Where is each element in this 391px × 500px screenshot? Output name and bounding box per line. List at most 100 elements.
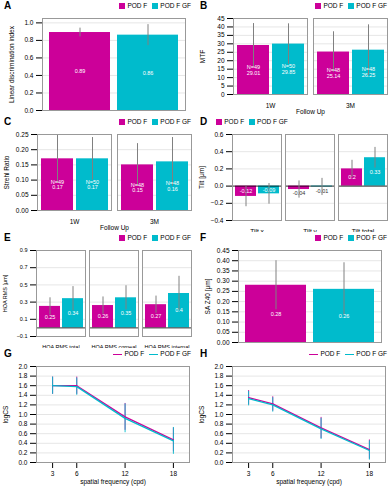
svg-text:0.35: 0.35 bbox=[121, 310, 132, 316]
svg-text:0.8: 0.8 bbox=[214, 420, 223, 427]
svg-text:1.4: 1.4 bbox=[214, 391, 223, 398]
svg-text:-0.09: -0.09 bbox=[263, 187, 276, 193]
svg-text:0.26: 0.26 bbox=[339, 313, 350, 319]
svg-text:0.00: 0.00 bbox=[217, 339, 230, 346]
svg-text:Follow Up: Follow Up bbox=[296, 108, 325, 116]
svg-text:0.1: 0.1 bbox=[20, 316, 28, 322]
svg-text:N=4825.14: N=4825.14 bbox=[327, 67, 341, 79]
svg-text:10: 10 bbox=[217, 74, 225, 81]
svg-text:45: 45 bbox=[217, 15, 225, 22]
svg-text:2.0: 2.0 bbox=[214, 363, 223, 370]
svg-text:N=480.15: N=480.15 bbox=[131, 182, 144, 194]
svg-text:18: 18 bbox=[366, 470, 374, 477]
svg-text:Tilt [μm]: Tilt [μm] bbox=[198, 166, 206, 189]
svg-text:0.2: 0.2 bbox=[214, 165, 223, 172]
svg-text:0.15: 0.15 bbox=[16, 161, 29, 168]
svg-text:0: 0 bbox=[221, 91, 225, 98]
svg-text:0.4: 0.4 bbox=[175, 307, 183, 313]
svg-text:1W: 1W bbox=[266, 102, 277, 109]
svg-text:15: 15 bbox=[217, 65, 225, 72]
svg-text:0.25: 0.25 bbox=[16, 131, 29, 138]
svg-text:0.45: 0.45 bbox=[217, 247, 230, 254]
svg-text:1.6: 1.6 bbox=[214, 382, 223, 389]
svg-text:0.26: 0.26 bbox=[98, 313, 109, 319]
svg-text:0.8: 0.8 bbox=[24, 36, 33, 43]
svg-text:30: 30 bbox=[217, 40, 225, 47]
svg-text:−0.1: −0.1 bbox=[17, 333, 28, 339]
svg-text:Tilt total: Tilt total bbox=[352, 228, 375, 232]
svg-text:0.00: 0.00 bbox=[16, 207, 29, 214]
svg-text:0.6: 0.6 bbox=[214, 430, 223, 437]
svg-text:0.9: 0.9 bbox=[20, 247, 28, 253]
svg-text:−0.4: −0.4 bbox=[211, 217, 224, 224]
svg-text:0.6: 0.6 bbox=[18, 430, 27, 437]
svg-text:N=5029.85: N=5029.85 bbox=[282, 63, 296, 75]
svg-text:N=500.17: N=500.17 bbox=[86, 179, 99, 191]
svg-text:1.0: 1.0 bbox=[18, 411, 27, 418]
svg-text:-0.12: -0.12 bbox=[240, 188, 253, 194]
svg-text:0.3: 0.3 bbox=[20, 299, 28, 305]
svg-text:20: 20 bbox=[217, 57, 225, 64]
svg-text:0.6: 0.6 bbox=[24, 54, 33, 61]
svg-text:3: 3 bbox=[247, 470, 251, 477]
svg-text:1.8: 1.8 bbox=[214, 372, 223, 379]
svg-text:N=480.16: N=480.16 bbox=[166, 180, 179, 192]
svg-text:0.2: 0.2 bbox=[348, 174, 356, 180]
svg-text:SA Z40 [μm]: SA Z40 [μm] bbox=[204, 278, 212, 314]
svg-text:0.2: 0.2 bbox=[214, 449, 223, 456]
svg-text:0.10: 0.10 bbox=[16, 176, 29, 183]
svg-text:40: 40 bbox=[217, 23, 225, 30]
svg-text:HOA RMS total: HOA RMS total bbox=[42, 344, 79, 348]
svg-text:0.15: 0.15 bbox=[217, 308, 230, 315]
svg-text:3M: 3M bbox=[346, 102, 355, 109]
svg-text:spatial frequency (cpd): spatial frequency (cpd) bbox=[80, 478, 146, 486]
svg-text:25: 25 bbox=[217, 48, 225, 55]
svg-text:12: 12 bbox=[317, 470, 325, 477]
svg-text:0.05: 0.05 bbox=[16, 191, 29, 198]
svg-text:0.10: 0.10 bbox=[217, 318, 230, 325]
svg-text:0.86: 0.86 bbox=[143, 70, 154, 76]
svg-text:0.28: 0.28 bbox=[271, 311, 282, 317]
svg-text:0.05: 0.05 bbox=[217, 328, 230, 335]
svg-text:spatial frequency (cpd): spatial frequency (cpd) bbox=[276, 478, 342, 486]
svg-text:-0.04: -0.04 bbox=[293, 190, 306, 196]
svg-text:1.0: 1.0 bbox=[24, 19, 33, 26]
svg-text:0.2: 0.2 bbox=[18, 449, 27, 456]
svg-text:Strehl Ratio: Strehl Ratio bbox=[3, 155, 10, 189]
svg-text:N=490.17: N=490.17 bbox=[51, 179, 64, 191]
svg-text:logCS: logCS bbox=[198, 405, 206, 423]
svg-text:0.0: 0.0 bbox=[214, 182, 223, 189]
svg-text:0.4: 0.4 bbox=[214, 148, 223, 155]
svg-text:0.4: 0.4 bbox=[214, 439, 223, 446]
svg-text:18: 18 bbox=[170, 470, 178, 477]
svg-text:0.2: 0.2 bbox=[24, 89, 33, 96]
svg-text:1.6: 1.6 bbox=[18, 382, 27, 389]
svg-text:0.25: 0.25 bbox=[217, 287, 230, 294]
svg-text:3M: 3M bbox=[150, 218, 159, 225]
svg-text:12: 12 bbox=[121, 470, 129, 477]
svg-text:35: 35 bbox=[217, 31, 225, 38]
svg-text:logCS: logCS bbox=[2, 405, 10, 423]
svg-text:N=4929.01: N=4929.01 bbox=[247, 64, 261, 76]
svg-text:0.4: 0.4 bbox=[18, 439, 27, 446]
svg-text:0.20: 0.20 bbox=[16, 146, 29, 153]
svg-text:1.2: 1.2 bbox=[18, 401, 27, 408]
svg-text:0.35: 0.35 bbox=[217, 267, 230, 274]
svg-text:0.5: 0.5 bbox=[20, 282, 28, 288]
svg-text:0.89: 0.89 bbox=[75, 68, 86, 74]
svg-text:6: 6 bbox=[75, 470, 79, 477]
svg-text:1.2: 1.2 bbox=[214, 401, 223, 408]
svg-text:HOA RMS [μm]: HOA RMS [μm] bbox=[2, 274, 8, 312]
svg-text:0.33: 0.33 bbox=[370, 169, 381, 175]
svg-text:0.34: 0.34 bbox=[68, 310, 79, 316]
svg-text:Linear discrimination index: Linear discrimination index bbox=[8, 25, 15, 103]
svg-text:1.4: 1.4 bbox=[18, 391, 27, 398]
svg-text:6: 6 bbox=[271, 470, 275, 477]
svg-text:1.0: 1.0 bbox=[214, 411, 223, 418]
svg-text:1.8: 1.8 bbox=[18, 372, 27, 379]
svg-text:0.20: 0.20 bbox=[217, 298, 230, 305]
svg-text:0.0: 0.0 bbox=[214, 459, 223, 466]
svg-text:0.7: 0.7 bbox=[20, 264, 28, 270]
svg-text:Follow Up: Follow Up bbox=[100, 224, 129, 232]
svg-text:HOA RMS internal: HOA RMS internal bbox=[145, 344, 190, 348]
